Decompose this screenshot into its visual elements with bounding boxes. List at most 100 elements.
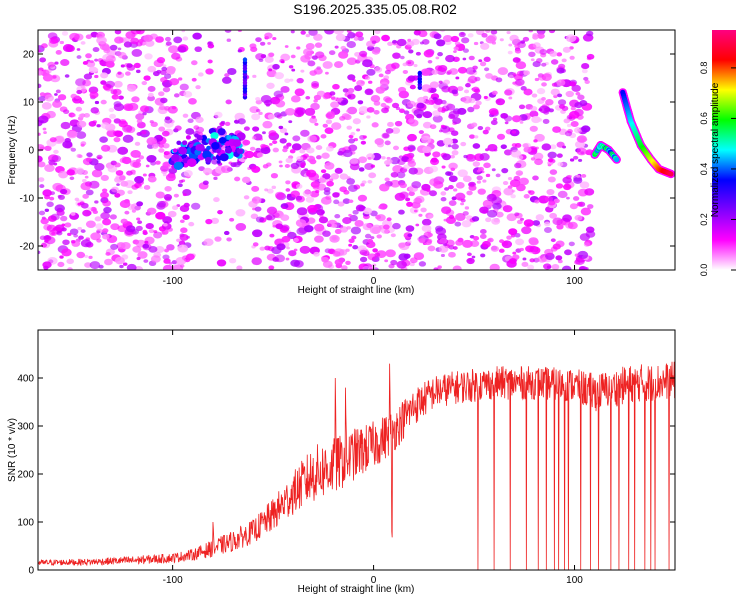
noise-speckle [155, 191, 165, 199]
noise-speckle [586, 53, 595, 60]
noise-speckle [422, 121, 432, 129]
noise-speckle [499, 239, 505, 244]
noise-speckle [485, 217, 492, 223]
noise-speckle [473, 104, 480, 110]
noise-speckle [80, 229, 86, 233]
noise-speckle [150, 121, 158, 128]
noise-speckle [437, 64, 448, 72]
noise-speckle [583, 242, 591, 247]
noise-speckle [368, 172, 377, 179]
noise-speckle [547, 151, 557, 159]
noise-speckle [372, 248, 378, 253]
noise-speckle [514, 142, 522, 148]
noise-speckle [339, 226, 349, 233]
noise-speckle [274, 72, 284, 80]
noise-speckle [210, 217, 220, 224]
noise-speckle [346, 57, 357, 66]
noise-speckle [195, 85, 201, 90]
noise-speckle [41, 102, 52, 110]
snr-ylabel: SNR (10 * v/v) [7, 418, 18, 482]
noise-speckle [147, 207, 157, 215]
noise-speckle [285, 157, 293, 164]
noise-speckle [348, 138, 355, 144]
noise-speckle [117, 47, 122, 51]
noise-speckle [187, 118, 194, 124]
noise-speckle [116, 183, 120, 187]
noise-speckle [437, 51, 443, 57]
noise-speckle [39, 57, 47, 63]
noise-speckle [475, 100, 482, 106]
noise-speckle [191, 202, 201, 210]
noise-speckle [237, 118, 246, 125]
noise-speckle [435, 225, 444, 232]
noise-speckle [479, 228, 487, 235]
noise-speckle [252, 74, 257, 78]
noise-speckle [127, 190, 133, 195]
noise-speckle [512, 57, 521, 63]
noise-speckle [332, 251, 341, 257]
noise-speckle [381, 156, 386, 160]
noise-speckle [491, 217, 501, 225]
noise-speckle [197, 72, 204, 77]
noise-speckle [325, 145, 334, 152]
noise-speckle [182, 214, 190, 220]
noise-speckle [100, 72, 109, 79]
noise-speckle [114, 193, 121, 198]
noise-speckle [40, 242, 48, 248]
noise-speckle [195, 126, 205, 134]
noise-speckle [484, 67, 490, 72]
noise-speckle [286, 142, 292, 147]
noise-speckle [120, 64, 125, 68]
noise-speckle [313, 33, 323, 41]
noise-speckle [255, 53, 265, 61]
noise-speckle [450, 130, 459, 136]
noise-speckle [136, 201, 144, 207]
noise-speckle [39, 235, 46, 241]
blob-cluster-mark [187, 158, 197, 167]
noise-speckle [307, 204, 318, 213]
noise-speckle [51, 231, 56, 235]
noise-speckle [181, 30, 186, 33]
noise-speckle [535, 214, 545, 221]
noise-speckle [515, 61, 527, 70]
snr-xtick-label: 100 [566, 575, 583, 586]
heatmap-marks [38, 30, 675, 270]
noise-speckle [188, 221, 195, 227]
noise-speckle [307, 60, 316, 67]
noise-speckle [346, 125, 353, 130]
noise-speckle [266, 206, 278, 215]
noise-speckle [288, 65, 294, 69]
noise-speckle [143, 75, 151, 81]
noise-speckle [299, 149, 306, 154]
noise-speckle [142, 173, 147, 177]
noise-speckle [489, 263, 500, 270]
noise-speckle [76, 120, 87, 128]
noise-speckle [43, 131, 47, 134]
noise-speckle [131, 184, 139, 190]
noise-speckle [461, 220, 472, 228]
noise-speckle [132, 245, 142, 253]
noise-speckle [347, 106, 358, 115]
noise-speckle [520, 217, 524, 221]
noise-speckle [467, 33, 474, 38]
noise-speckle [391, 127, 401, 134]
noise-speckle [163, 223, 168, 227]
noise-speckle [520, 40, 526, 44]
snr-frame [37, 329, 676, 571]
noise-speckle [38, 155, 43, 163]
noise-speckle [351, 235, 357, 240]
noise-speckle [557, 190, 568, 199]
noise-speckle [86, 152, 93, 158]
noise-speckle [63, 109, 70, 115]
noise-speckle [565, 34, 577, 43]
noise-speckle [460, 32, 465, 36]
noise-speckle [309, 158, 317, 165]
noise-speckle [203, 238, 214, 246]
noise-speckle [71, 113, 76, 117]
noise-speckle [490, 120, 498, 126]
noise-speckle [202, 180, 209, 185]
noise-speckle [352, 209, 359, 215]
noise-speckle [330, 173, 340, 180]
noise-speckle [119, 264, 124, 269]
noise-speckle [413, 197, 423, 205]
